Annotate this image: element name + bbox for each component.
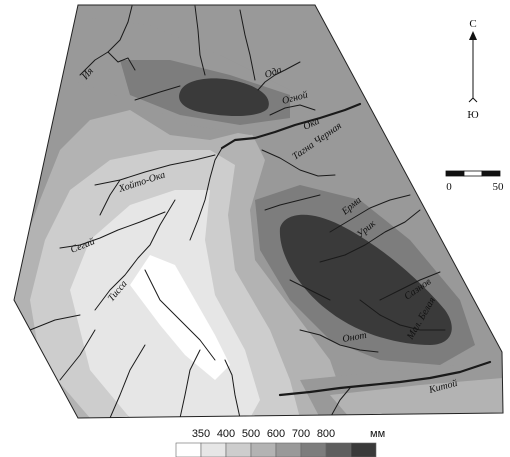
scale-bar: 0 50 (445, 170, 505, 193)
river-ia-branch (107, 51, 136, 71)
river-south-2 (179, 349, 201, 418)
river-south-1 (109, 344, 146, 418)
legend-class-label: 400 (217, 428, 235, 440)
river-ogn (269, 104, 316, 116)
legend-swatches (175, 442, 377, 457)
compass-south-label: Ю (467, 109, 478, 121)
legend-swatch (200, 442, 227, 457)
north-arrow: С Ю (467, 18, 478, 121)
river-tagna (261, 149, 336, 177)
legend-swatch (300, 442, 327, 457)
river-oka-main (220, 102, 362, 150)
zone-gt-800-north (179, 78, 269, 116)
river-malaya (359, 299, 446, 331)
river-south-3 (224, 359, 241, 418)
legend-class-label: 700 (292, 428, 310, 440)
river-tissa (94, 199, 176, 311)
river-sosnov (379, 271, 441, 301)
river-tissa-lower (144, 269, 216, 361)
river-hoyto-branch (99, 179, 121, 216)
legend-swatch (350, 442, 377, 457)
scale-start-label: 0 (446, 181, 452, 193)
zone-lt-350 (130, 255, 230, 380)
river-erma (329, 194, 411, 233)
zone-gt-800-east (279, 214, 452, 345)
river-oda (257, 61, 301, 91)
river-se-1 (329, 387, 351, 418)
legend-class-label: 500 (242, 428, 260, 440)
legend: 350 400 500 600 700 800 мм (175, 428, 385, 457)
river-west-1 (29, 314, 81, 331)
compass-north-label: С (469, 18, 476, 30)
river-west-2 (59, 329, 96, 381)
river-east-1 (264, 194, 321, 211)
legend-swatch (250, 442, 277, 457)
legend-swatch (225, 442, 252, 457)
legend-class-label: 600 (267, 428, 285, 440)
legend-unit: мм (370, 428, 385, 440)
river-oka-lower (189, 147, 223, 241)
scale-end-label: 50 (493, 181, 505, 193)
compass-arrow-icon (469, 31, 477, 40)
legend-swatch (175, 442, 202, 457)
river-north-2 (239, 9, 256, 81)
legend-labels: 350 400 500 600 700 800 (192, 428, 335, 440)
river-hoyto-oka (94, 154, 216, 186)
legend-class-label: 800 (317, 428, 335, 440)
label-onot: Онот (342, 330, 368, 345)
river-network (29, 5, 492, 418)
zone-500-600-se (330, 378, 503, 418)
legend-swatch (325, 442, 352, 457)
region-boundary (13, 4, 504, 419)
river-urik (319, 209, 421, 263)
river-ia (79, 5, 133, 76)
river-onot (299, 329, 379, 353)
river-east-2 (289, 279, 331, 301)
river-north-3 (134, 85, 181, 101)
legend-swatch (275, 442, 302, 457)
river-sedai (59, 211, 166, 249)
legend-class-label: 350 (192, 428, 210, 440)
river-kitoy (278, 360, 492, 397)
river-north-1 (194, 5, 206, 76)
